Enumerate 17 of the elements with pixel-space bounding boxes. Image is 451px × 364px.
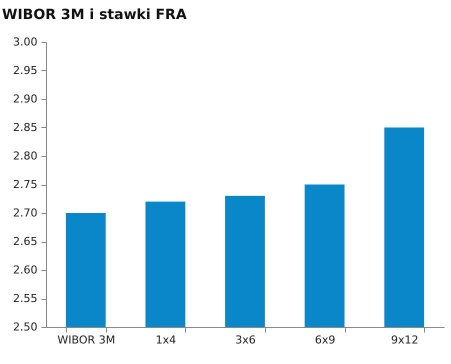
x-tick-label: 6x9	[314, 334, 336, 346]
x-tick-label: 1x4	[156, 334, 176, 346]
x-tick-label: 3x6	[235, 334, 256, 346]
y-tick-label: 3.00	[13, 36, 38, 48]
y-tick-label: 2.75	[13, 178, 38, 191]
y-tick-label: 2.55	[13, 292, 38, 305]
x-tick-label: WIBOR 3M	[57, 334, 116, 346]
y-tick-label: 2.65	[13, 235, 38, 248]
x-tick-label: 9x12	[390, 334, 418, 346]
y-tick-label: 2.90	[13, 92, 38, 106]
y-tick-label: 2.50	[13, 320, 38, 334]
y-tick-label: 2.60	[13, 264, 38, 276]
y-tick-label: 2.95	[13, 64, 38, 77]
chart-title: WIBOR 3M i stawki FRA	[2, 7, 187, 23]
y-tick-label: 2.80	[13, 150, 38, 162]
y-tick-label: 2.85	[13, 121, 38, 134]
y-tick-label: 2.70	[13, 206, 38, 220]
